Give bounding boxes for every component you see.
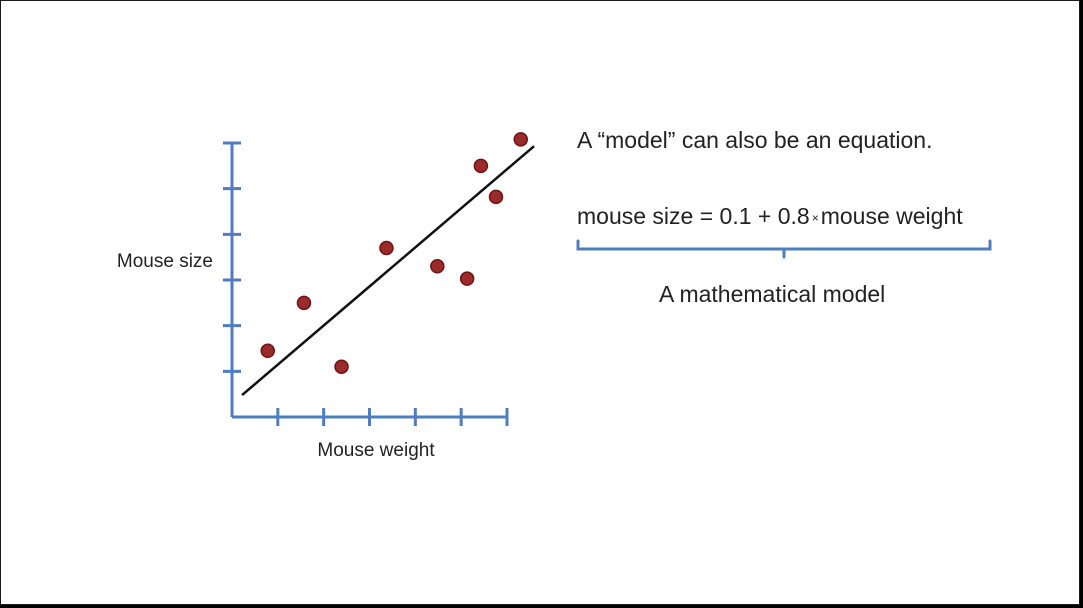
equation-lhs: mouse size = 0.1 + 0.8 — [577, 203, 810, 229]
data-point — [488, 189, 504, 205]
model-equation: mouse size = 0.1 + 0.8 ×mouse weight — [577, 203, 963, 230]
data-point — [430, 259, 445, 274]
model-caption: A mathematical model — [659, 281, 886, 307]
data-points — [260, 132, 528, 375]
y-axis-label: Mouse size — [117, 251, 213, 272]
data-point — [379, 240, 394, 256]
data-point — [473, 158, 489, 174]
underbrace — [576, 239, 992, 259]
chart-axes — [223, 141, 509, 426]
data-point — [459, 271, 475, 286]
model-statement: A “model” can also be an equation. — [577, 127, 933, 153]
multiply-sign: × — [811, 211, 819, 225]
data-point — [260, 343, 275, 359]
fit-line-group — [241, 145, 535, 397]
x-axis-label: Mouse weight — [317, 440, 435, 461]
underbrace-shape — [576, 239, 992, 259]
data-point — [296, 295, 312, 311]
equation-rhs: mouse weight — [820, 203, 963, 229]
fit-line — [241, 145, 535, 397]
data-point — [513, 132, 528, 147]
data-point — [334, 359, 349, 375]
